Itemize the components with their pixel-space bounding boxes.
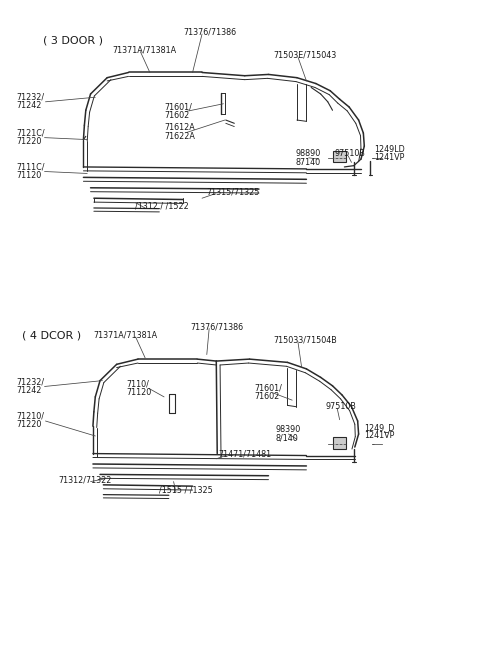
Text: 71371A/71381A: 71371A/71381A xyxy=(93,330,157,340)
Text: 71602: 71602 xyxy=(164,111,189,120)
Text: 71471/71481: 71471/71481 xyxy=(219,449,272,458)
Text: 71220: 71220 xyxy=(16,137,41,146)
Text: 71120: 71120 xyxy=(126,388,151,397)
Text: 71315/71325: 71315/71325 xyxy=(207,187,260,196)
Text: 98890: 98890 xyxy=(296,149,321,158)
Text: 71210/: 71210/ xyxy=(16,412,44,421)
Text: 97510B: 97510B xyxy=(335,149,366,158)
Text: 71242: 71242 xyxy=(16,386,41,395)
Text: 71376/71386: 71376/71386 xyxy=(183,28,236,37)
Text: 1249_D: 1249_D xyxy=(364,423,395,432)
Text: 71120: 71120 xyxy=(16,171,41,180)
Text: 97510B: 97510B xyxy=(325,402,356,411)
Text: 71622A: 71622A xyxy=(164,132,195,141)
Text: 7121C/: 7121C/ xyxy=(16,129,45,137)
Text: ( 4 DCOR ): ( 4 DCOR ) xyxy=(22,330,81,340)
Text: 71312/71322: 71312/71322 xyxy=(59,475,112,484)
Text: 98390: 98390 xyxy=(276,425,301,434)
Text: 1241VP: 1241VP xyxy=(364,432,395,440)
Bar xyxy=(333,438,346,449)
Text: 71601/: 71601/ xyxy=(254,384,282,393)
Text: 71371A/71381A: 71371A/71381A xyxy=(112,45,176,54)
Text: 87140: 87140 xyxy=(296,158,321,167)
Text: ( 3 DOOR ): ( 3 DOOR ) xyxy=(43,35,103,45)
Text: 71503E/715043: 71503E/715043 xyxy=(273,51,336,59)
Text: 71232/: 71232/ xyxy=(16,93,44,102)
Text: 71602: 71602 xyxy=(254,392,279,401)
Text: 7110/: 7110/ xyxy=(126,379,149,388)
Text: /1515 / /1325: /1515 / /1325 xyxy=(159,486,213,495)
Text: 71376/71386: 71376/71386 xyxy=(190,322,243,331)
Text: 71612A: 71612A xyxy=(164,124,195,132)
Text: /1312 / /1522: /1312 / /1522 xyxy=(135,202,189,210)
Text: 7111C/: 7111C/ xyxy=(16,162,45,171)
Text: 71232/: 71232/ xyxy=(16,377,44,386)
Text: 71220: 71220 xyxy=(16,420,41,430)
Bar xyxy=(333,150,346,162)
Text: 1241VP: 1241VP xyxy=(374,153,404,162)
Text: 71242: 71242 xyxy=(16,101,41,110)
Text: 715033/71504B: 715033/71504B xyxy=(273,335,337,344)
Text: 1249LD: 1249LD xyxy=(374,145,405,154)
Text: 8/140: 8/140 xyxy=(276,434,299,442)
Text: 71601/: 71601/ xyxy=(164,102,192,112)
